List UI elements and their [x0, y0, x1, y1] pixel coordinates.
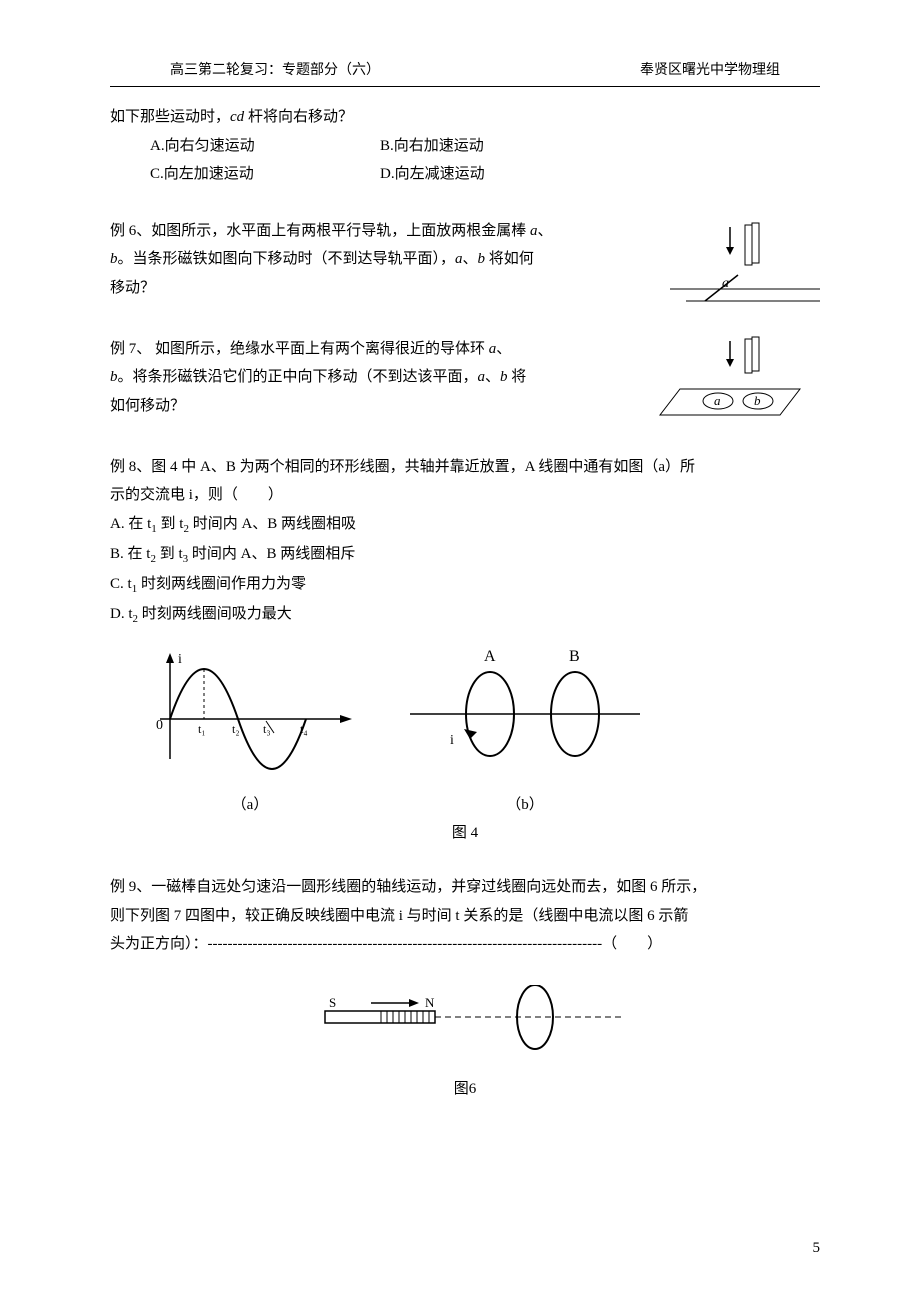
q9-l3: 头为正方向）：---------------------------------… [110, 930, 820, 959]
q7-text: 例 7、 如图所示，绝缘水平面上有两个离得很近的导体环 a、 b。将条形磁铁沿它… [110, 335, 630, 425]
q8-tick-t2: t₂ [232, 722, 240, 736]
q9-label-n: N [425, 995, 435, 1010]
q6-figure: a [650, 217, 820, 307]
q8-chart-a-origin: 0 [156, 718, 163, 733]
q9-svg: S N [295, 985, 635, 1065]
q8-chart-b-label-a: A [484, 648, 496, 665]
q5-opt-a: A.向右匀速运动 [150, 132, 380, 161]
q5-opt-d: D.向左减速运动 [380, 160, 580, 189]
q9-figure: S N 图6 [110, 985, 820, 1101]
q9-l2: 则下列图 7 四图中，较正确反映线圈中电流 i 与时间 t 关系的是（线圈中电流… [110, 902, 820, 931]
q7-fig-label-b: b [754, 393, 761, 408]
page-header: 高三第二轮复习：专题部分（六） 奉贤区曙光中学物理组 [110, 60, 820, 87]
q9-l3-pre: 头为正方向）： [110, 936, 208, 952]
q6-l1c: 、 [538, 223, 553, 239]
q6-l1a: 例 6、如图所示，水平面上有两根平行导轨，上面放两根金属棒 [110, 223, 530, 239]
q5-opt-b: B.向右加速运动 [380, 132, 580, 161]
q5-options-row2: C.向左加速运动 D.向左减速运动 [110, 160, 820, 189]
q7-fig-label-a: a [714, 393, 721, 408]
q9-dashes: ----------------------------------------… [208, 936, 603, 952]
q7-l2c: a [478, 369, 486, 385]
header-left: 高三第二轮复习：专题部分（六） [170, 60, 380, 82]
q8-fig-caption: 图 4 [110, 821, 820, 845]
q5-stem: 如下那些运动时，cd 杆将向右移动？ [110, 103, 820, 132]
q7-l2a: b [110, 369, 118, 385]
q7-svg: a b [650, 335, 820, 425]
q8-opt-b: B. 在 t2 到 t3 时间内 A、B 两线圈相斥 [110, 540, 820, 570]
q7-l2d: 、 [485, 369, 500, 385]
q7-l1c: 、 [496, 341, 511, 357]
q6-svg: a [650, 217, 820, 307]
q9-l1: 例 9、一磁棒自远处匀速沿一圆形线圈的轴线运动，并穿过线圈向远处而去，如图 6 … [110, 873, 820, 902]
question-6: 例 6、如图所示，水平面上有两根平行导轨，上面放两根金属棒 a、 b。当条形磁铁… [110, 217, 820, 307]
q8-tick-t1: t₁ [198, 722, 206, 736]
q9-label-s: S [329, 995, 336, 1010]
q5-options-row1: A.向右匀速运动 B.向右加速运动 [110, 132, 820, 161]
q8-opt-a: A. 在 t1 到 t2 时间内 A、B 两线圈相吸 [110, 510, 820, 540]
q8-tick-t4: t₄ [300, 722, 308, 736]
q5-stem-part1: 如下那些运动时， [110, 109, 230, 125]
q6-l2c: a [455, 251, 463, 267]
question-5: 如下那些运动时，cd 杆将向右移动？ A.向右匀速运动 B.向右加速运动 C.向… [110, 103, 820, 189]
q8-opt-d: D. t2 时刻两线圈间吸力最大 [110, 600, 820, 630]
question-7: 例 7、 如图所示，绝缘水平面上有两个离得很近的导体环 a、 b。将条形磁铁沿它… [110, 335, 820, 425]
header-right: 奉贤区曙光中学物理组 [640, 60, 780, 82]
q7-l1a: 例 7、 如图所示，绝缘水平面上有两个离得很近的导体环 [110, 341, 489, 357]
q7-l2e: b [500, 369, 508, 385]
page-number: 5 [813, 1236, 821, 1260]
q8-chart-b-caption: （b） [400, 793, 650, 817]
q8-chart-b: A B i （b） [400, 639, 650, 817]
q8-chart-a-ylabel: i [178, 652, 182, 667]
q8-chart-b-label-i: i [450, 733, 454, 748]
q7-l2f: 将 [508, 369, 527, 385]
q5-opt-c: C.向左加速运动 [150, 160, 380, 189]
q7-l2b: 。将条形磁铁沿它们的正中向下移动（不到达该平面， [118, 369, 478, 385]
q8-opt-c: C. t1 时刻两线圈间作用力为零 [110, 570, 820, 600]
q8-chart-b-svg: A B i [400, 639, 650, 779]
q8-chart-b-label-b: B [569, 648, 580, 665]
question-8: 例 8、图 4 中 A、B 为两个相同的环形线圈，共轴并靠近放置，A 线圈中通有… [110, 453, 820, 846]
q5-rod: cd [230, 109, 244, 125]
q6-l2d: 、 [463, 251, 478, 267]
q6-l2f: 将如何 [485, 251, 534, 267]
q8-chart-a-svg: i 0 t₁ t₂ t₃ t₄ [140, 639, 360, 779]
q8-stem1: 例 8、图 4 中 A、B 为两个相同的环形线圈，共轴并靠近放置，A 线圈中通有… [110, 453, 820, 482]
q6-l3: 移动？ [110, 274, 630, 303]
q7-l3: 如何移动？ [110, 392, 630, 421]
q8-stem2: 示的交流电 i，则（ ） [110, 481, 820, 510]
q6-l2a: b [110, 251, 118, 267]
question-9: 例 9、一磁棒自远处匀速沿一圆形线圈的轴线运动，并穿过线圈向远处而去，如图 6 … [110, 873, 820, 1101]
q8-chart-a-caption: （a） [140, 793, 360, 817]
q6-l2b: 。当条形磁铁如图向下移动时（不到达导轨平面）， [118, 251, 456, 267]
q6-text: 例 6、如图所示，水平面上有两根平行导轨，上面放两根金属棒 a、 b。当条形磁铁… [110, 217, 630, 307]
q6-l2e: b [478, 251, 486, 267]
q8-tick-t3: t₃ [263, 722, 271, 736]
q9-fig-caption: 图6 [110, 1077, 820, 1101]
q6-l1b: a [530, 223, 538, 239]
q8-figures: i 0 t₁ t₂ t₃ t₄ （a） [110, 639, 820, 817]
q9-paren: （ ） [602, 936, 662, 952]
q7-figure: a b [650, 335, 820, 425]
q5-stem-part2: 杆将向右移动？ [244, 109, 353, 125]
q6-fig-label-a: a [722, 276, 729, 291]
q8-chart-a: i 0 t₁ t₂ t₃ t₄ （a） [140, 639, 360, 817]
